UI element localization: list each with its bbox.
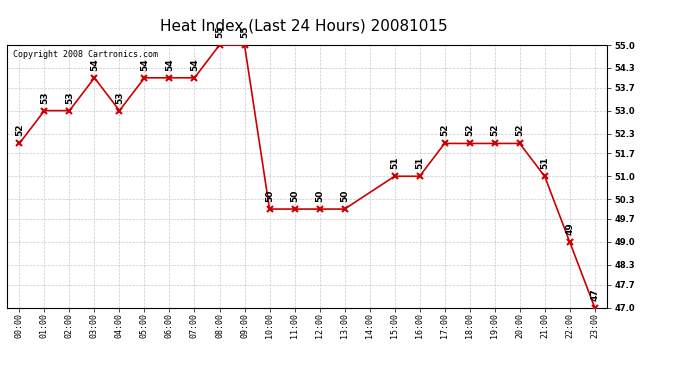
Text: 50: 50 bbox=[265, 190, 274, 202]
Text: 53: 53 bbox=[65, 91, 74, 104]
Text: 50: 50 bbox=[290, 190, 299, 202]
Text: 54: 54 bbox=[140, 58, 149, 71]
Text: 51: 51 bbox=[540, 157, 549, 169]
Text: 55: 55 bbox=[240, 26, 249, 38]
Text: 51: 51 bbox=[415, 157, 424, 169]
Text: 52: 52 bbox=[465, 124, 474, 136]
Text: 54: 54 bbox=[90, 58, 99, 71]
Text: 54: 54 bbox=[190, 58, 199, 71]
Text: 52: 52 bbox=[515, 124, 524, 136]
Text: 52: 52 bbox=[440, 124, 449, 136]
Text: 52: 52 bbox=[15, 124, 24, 136]
Text: 53: 53 bbox=[115, 91, 124, 104]
Text: 47: 47 bbox=[590, 288, 599, 300]
Text: 49: 49 bbox=[565, 222, 574, 235]
Text: 54: 54 bbox=[165, 58, 174, 71]
Text: 50: 50 bbox=[340, 190, 349, 202]
Text: 50: 50 bbox=[315, 190, 324, 202]
Text: 55: 55 bbox=[215, 26, 224, 38]
Text: Heat Index (Last 24 Hours) 20081015: Heat Index (Last 24 Hours) 20081015 bbox=[160, 19, 447, 34]
Text: 52: 52 bbox=[490, 124, 499, 136]
Text: 53: 53 bbox=[40, 91, 49, 104]
Text: Copyright 2008 Cartronics.com: Copyright 2008 Cartronics.com bbox=[13, 50, 158, 59]
Text: 51: 51 bbox=[390, 157, 399, 169]
